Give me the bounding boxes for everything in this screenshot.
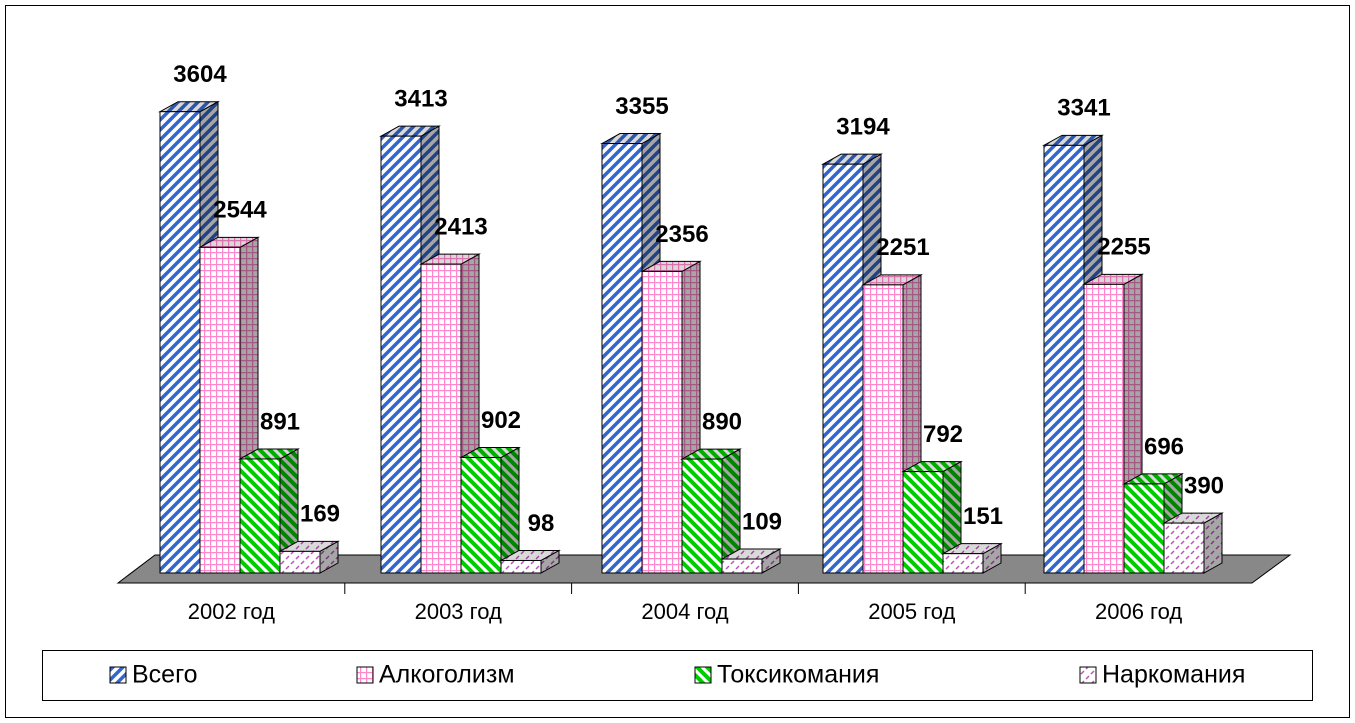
x-tick-label: 2005 год — [868, 599, 955, 624]
x-tick-label: 2006 год — [1095, 599, 1182, 624]
x-tick-label: 2004 год — [641, 599, 728, 624]
data-label: 151 — [963, 503, 1003, 530]
bar — [720, 548, 782, 574]
legend-label: Токсикомания — [717, 661, 879, 689]
legend-label: Алкоголизм — [379, 661, 515, 689]
data-label: 2413 — [434, 213, 487, 240]
data-label: 902 — [481, 407, 521, 434]
data-label: 390 — [1184, 472, 1224, 499]
legend-label: Всего — [132, 661, 198, 689]
x-tick-label: 2003 год — [415, 599, 502, 624]
legend-box — [42, 650, 1313, 701]
data-label: 2356 — [655, 221, 708, 248]
x-tick-label: 2002 год — [188, 599, 275, 624]
bar — [1042, 134, 1104, 574]
bar — [499, 549, 561, 574]
bar — [238, 448, 300, 574]
data-label: 891 — [260, 408, 300, 435]
legend-swatch — [694, 666, 712, 684]
data-label: 109 — [742, 508, 782, 535]
data-label: 2544 — [213, 197, 267, 224]
data-label: 98 — [528, 510, 555, 537]
data-label: 3341 — [1057, 95, 1110, 122]
data-label: 3604 — [173, 61, 227, 88]
data-label: 3413 — [394, 85, 447, 112]
data-label: 792 — [923, 421, 963, 448]
data-label: 3355 — [615, 93, 668, 120]
bar — [680, 448, 742, 574]
legend-swatch — [109, 666, 127, 684]
legend-swatch — [1079, 666, 1097, 684]
data-label: 696 — [1144, 433, 1184, 460]
legend-swatch — [356, 666, 374, 684]
data-label: 3194 — [836, 114, 890, 141]
data-label: 890 — [702, 408, 742, 435]
bar — [459, 446, 521, 574]
bar — [941, 542, 1003, 574]
bar — [278, 540, 340, 574]
data-label: 2251 — [876, 234, 929, 261]
data-label: 169 — [300, 501, 340, 528]
legend-label: Наркомания — [1102, 661, 1245, 689]
data-label: 2255 — [1097, 234, 1150, 261]
bar — [1162, 512, 1224, 574]
